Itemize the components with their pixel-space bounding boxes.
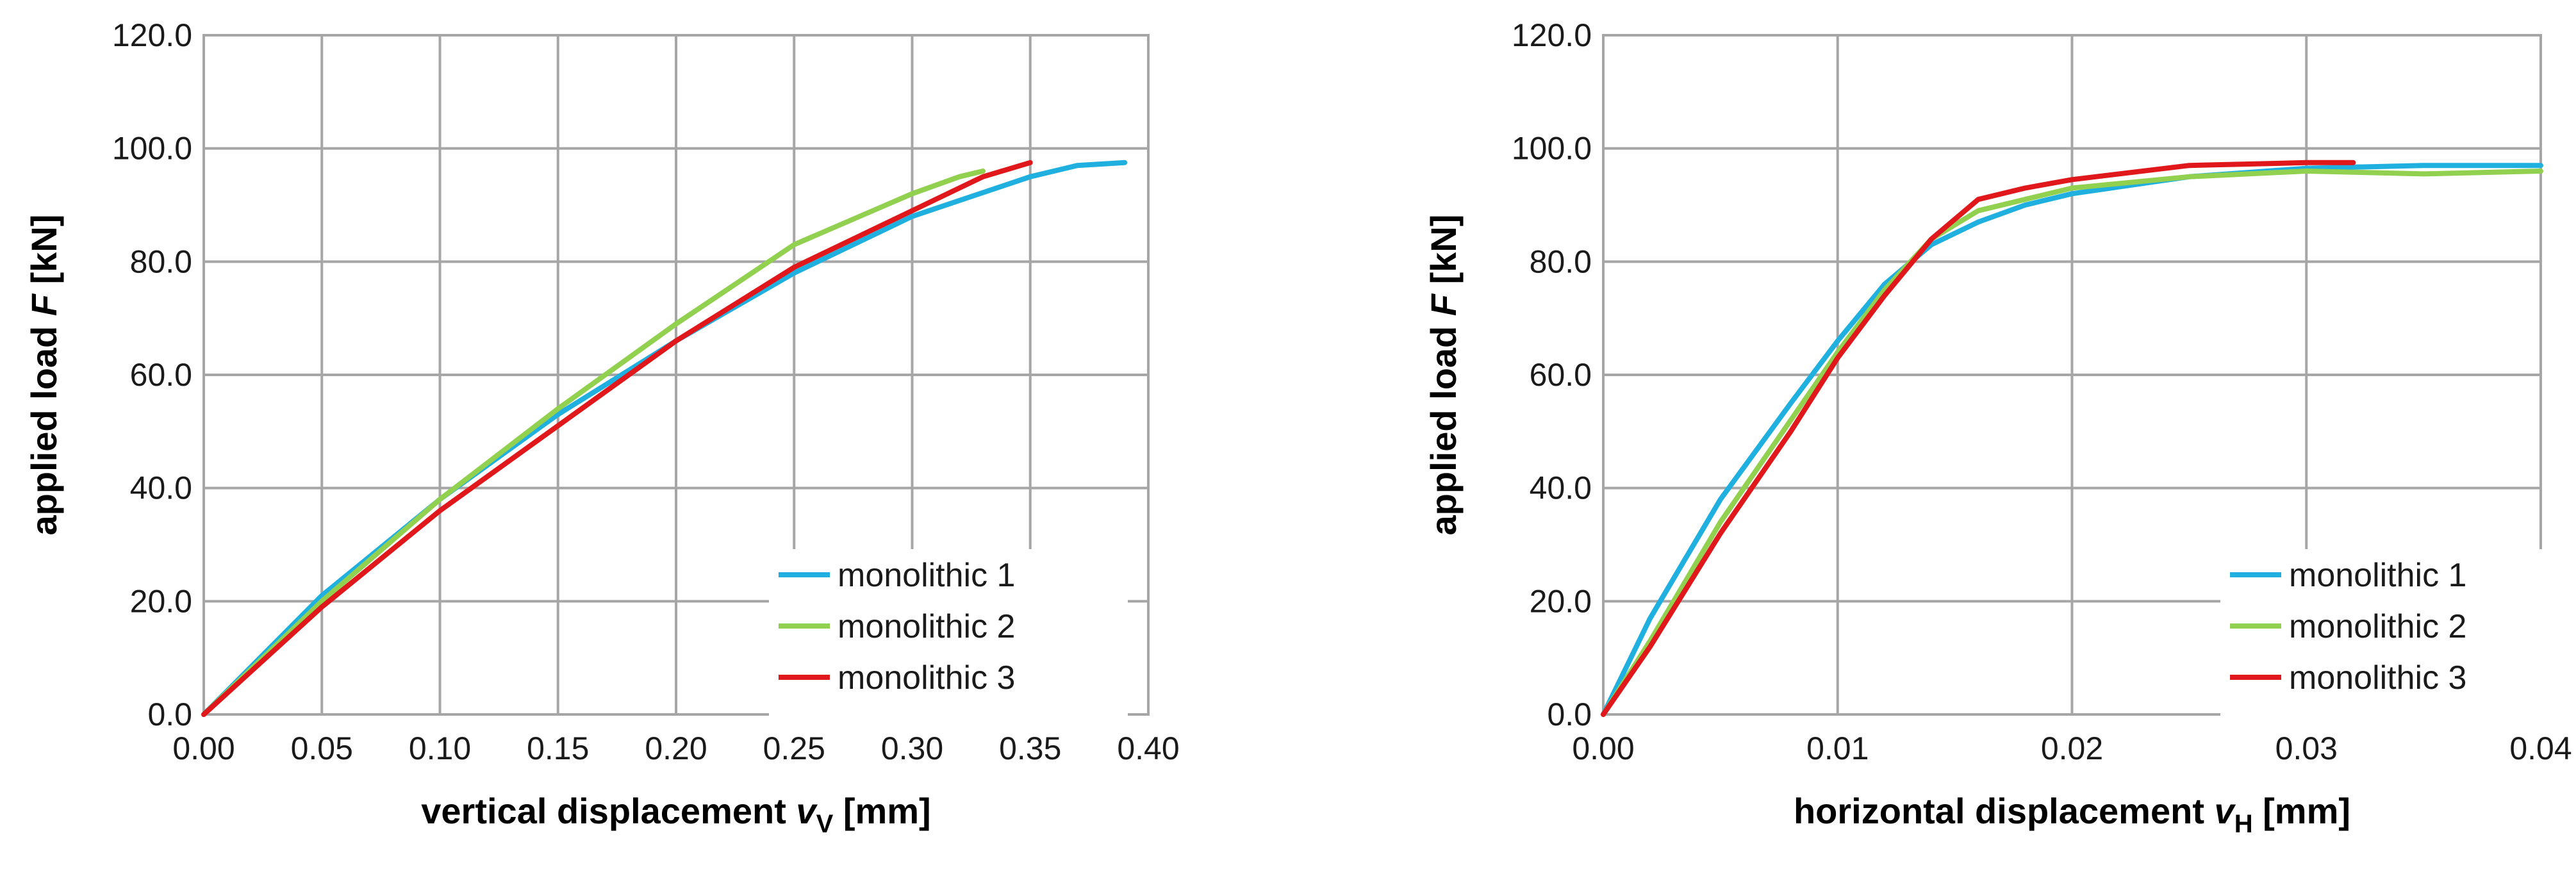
- plot-frame: [1602, 34, 2542, 716]
- y-tick-label: 60.0: [1530, 357, 1592, 393]
- x-tick-label: 0.35: [999, 730, 1061, 766]
- series-line-monolithic-3: [1601, 160, 2356, 717]
- y-axis-title: applied load F [kN]: [1423, 215, 1464, 536]
- y-tick-label: 40.0: [130, 470, 192, 506]
- x-tick-label: 0.04: [2509, 730, 2572, 766]
- y-tick-label: 40.0: [1530, 470, 1592, 506]
- y-tick-label: 20.0: [1530, 583, 1592, 619]
- x-axis-title: horizontal displacement vH [mm]: [1794, 791, 2350, 838]
- x-tick-label: 0.01: [1806, 730, 1869, 766]
- x-tick-label: 0.20: [645, 730, 707, 766]
- legend-label: monolithic 2: [838, 608, 1015, 645]
- x-axis-title: vertical displacement vV [mm]: [421, 791, 930, 838]
- x-tick-label: 0.15: [527, 730, 589, 766]
- y-axis-title: applied load F [kN]: [24, 215, 64, 536]
- x-tick-label: 0.30: [881, 730, 943, 766]
- x-tick-label: 0.40: [1117, 730, 1179, 766]
- x-tick-label: 0.02: [2041, 730, 2103, 766]
- legend-label: monolithic 1: [838, 557, 1015, 594]
- y-tick-label: 80.0: [130, 243, 192, 279]
- legend-label: monolithic 2: [2289, 608, 2466, 645]
- x-tick-label: 0.10: [409, 730, 471, 766]
- y-tick-label: 0.0: [147, 697, 192, 732]
- y-tick-label: 120.0: [1512, 17, 1592, 53]
- series-line-monolithic-2: [1601, 169, 2543, 717]
- series-line-monolithic-2: [201, 169, 986, 717]
- plot-frame: [202, 34, 1150, 716]
- chart-2: 0.00 0.01 0.02 0.03 0.04 0.0 20.0 40.0 60.0 80.0 1…: [1423, 17, 2576, 838]
- y-tick-label: 100.0: [112, 131, 192, 167]
- legend-label: monolithic 1: [2289, 557, 2466, 594]
- series-line-monolithic-3: [201, 160, 1033, 717]
- x-tick-label: 0.25: [763, 730, 825, 766]
- x-tick-label: 0.00: [1572, 730, 1634, 766]
- y-tick-label: 0.0: [1547, 697, 1592, 732]
- chart-1: 0.00 0.05 0.10 0.15 0.20 0.25 0.30 0.35 0.40 0.0 2…: [24, 17, 1180, 838]
- y-tick-label: 100.0: [1512, 131, 1592, 167]
- x-tick-label: 0.05: [291, 730, 353, 766]
- legend-label: monolithic 3: [2289, 659, 2466, 697]
- x-tick-label: 0.03: [2275, 730, 2338, 766]
- legend-label: monolithic 3: [838, 659, 1015, 697]
- y-tick-label: 60.0: [130, 357, 192, 393]
- x-tick-label: 0.00: [172, 730, 235, 766]
- y-tick-label: 80.0: [1530, 243, 1592, 279]
- y-tick-label: 120.0: [112, 17, 192, 53]
- y-tick-label: 20.0: [130, 583, 192, 619]
